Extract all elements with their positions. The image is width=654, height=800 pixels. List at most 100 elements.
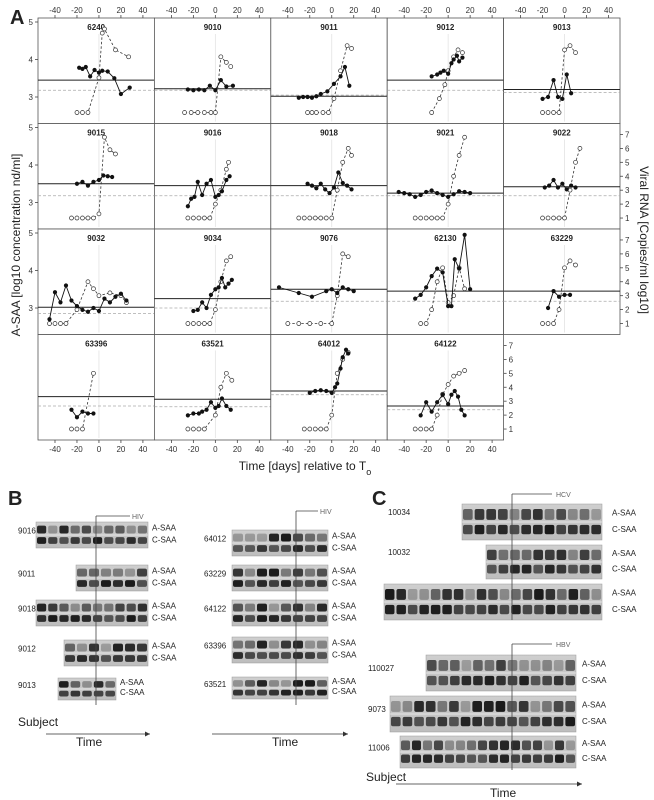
rna-point <box>185 215 191 221</box>
rna-point <box>331 96 337 101</box>
subplot-9018: 9018 <box>270 123 388 230</box>
asaa-point <box>305 181 310 186</box>
asaa-point <box>102 296 107 301</box>
band-c-saa <box>233 652 243 659</box>
band-a-saa <box>566 740 575 751</box>
band-c-saa <box>414 716 424 727</box>
asaa-point <box>336 170 341 175</box>
band-a-saa <box>59 603 69 612</box>
band-c-saa <box>293 580 303 587</box>
band-c-saa <box>580 604 590 615</box>
band-a-saa <box>245 533 255 542</box>
band-a-saa <box>281 603 291 612</box>
virus-label: HIV <box>320 509 332 516</box>
band-a-saa <box>438 660 449 671</box>
c-saa-label: C-SAA <box>120 688 145 697</box>
band-a-saa <box>281 568 291 577</box>
band-c-saa <box>565 675 575 686</box>
band-a-saa <box>115 603 125 612</box>
subplot-title: 62130 <box>434 234 457 243</box>
y-tick-label-left: 3 <box>29 304 34 313</box>
rna-point <box>344 43 350 49</box>
rna-point <box>85 279 91 285</box>
rna-point <box>334 187 340 193</box>
subject-id: 10032 <box>388 548 411 557</box>
blot-110027 <box>425 654 577 692</box>
c-saa-label: C-SAA <box>152 535 177 544</box>
y-tick-label-right: 3 <box>625 186 630 195</box>
band-c-saa <box>484 675 495 686</box>
asaa-point <box>80 66 85 71</box>
asaa-point <box>462 189 467 195</box>
asaa-point <box>440 392 445 397</box>
asaa-point <box>91 411 96 416</box>
rna-point <box>545 110 551 115</box>
asaa-point <box>435 266 440 271</box>
asaa-point <box>74 304 80 309</box>
subplot-63229: 63229 <box>503 228 621 335</box>
band-a-saa <box>126 603 136 612</box>
asaa-point <box>569 183 574 188</box>
c-saa-label: C-SAA <box>612 565 637 574</box>
subplot-frame <box>386 334 505 441</box>
band-c-saa <box>269 652 279 659</box>
band-c-saa <box>105 690 115 697</box>
blot-9012 <box>63 639 149 667</box>
band-a-saa <box>500 740 509 751</box>
asaa-point <box>468 287 473 292</box>
asaa-point <box>424 189 429 195</box>
rna-point <box>207 215 213 221</box>
band-a-saa <box>430 589 441 600</box>
x-tick-label-bottom: 20 <box>233 445 242 454</box>
c-saa-label: C-SAA <box>332 687 357 696</box>
rna-point <box>462 368 467 373</box>
rna-point <box>312 426 318 432</box>
asaa-point <box>551 177 556 183</box>
band-a-saa <box>542 701 552 712</box>
rna-point <box>562 265 567 271</box>
asaa-point <box>189 196 194 201</box>
band-c-saa <box>434 754 443 763</box>
a-saa-label: A-SAA <box>612 509 637 518</box>
asaa-point <box>213 88 218 93</box>
band-a-saa <box>591 509 601 520</box>
band-c-saa <box>460 716 471 727</box>
band-c-saa <box>530 716 541 727</box>
subplot-frame <box>270 228 388 335</box>
asaa-point <box>331 81 337 86</box>
asaa-point <box>324 289 329 294</box>
rna-point <box>218 54 224 60</box>
band-a-saa <box>556 549 567 560</box>
band-c-saa <box>566 754 575 763</box>
asaa-point <box>335 381 340 386</box>
asaa-point <box>345 183 350 188</box>
asaa-point <box>457 59 462 64</box>
blot-9018 <box>35 599 149 627</box>
band-c-saa <box>305 615 315 622</box>
band-c-saa <box>269 615 279 622</box>
asaa-point <box>435 400 440 405</box>
asaa-point <box>296 95 301 100</box>
x-tick-label-top: 40 <box>371 6 380 15</box>
band-c-saa <box>391 716 401 727</box>
rna-point <box>228 254 234 260</box>
asaa-point <box>457 266 462 271</box>
rna-point <box>434 412 440 418</box>
band-c-saa <box>442 604 452 615</box>
band-a-saa <box>555 740 564 751</box>
band-c-saa <box>125 580 135 587</box>
asaa-point <box>88 74 93 79</box>
band-c-saa <box>59 690 69 697</box>
rna-point <box>567 43 573 49</box>
band-c-saa <box>104 615 114 622</box>
band-c-saa <box>37 537 47 544</box>
c-saa-label: C-SAA <box>332 650 357 659</box>
asaa-point <box>216 403 221 409</box>
asaa-point <box>204 181 209 186</box>
band-c-saa <box>115 615 125 622</box>
rna-point <box>212 307 218 312</box>
asaa-point <box>462 232 467 237</box>
rna-point <box>429 426 435 432</box>
band-a-saa <box>137 525 147 534</box>
band-c-saa <box>317 580 327 587</box>
